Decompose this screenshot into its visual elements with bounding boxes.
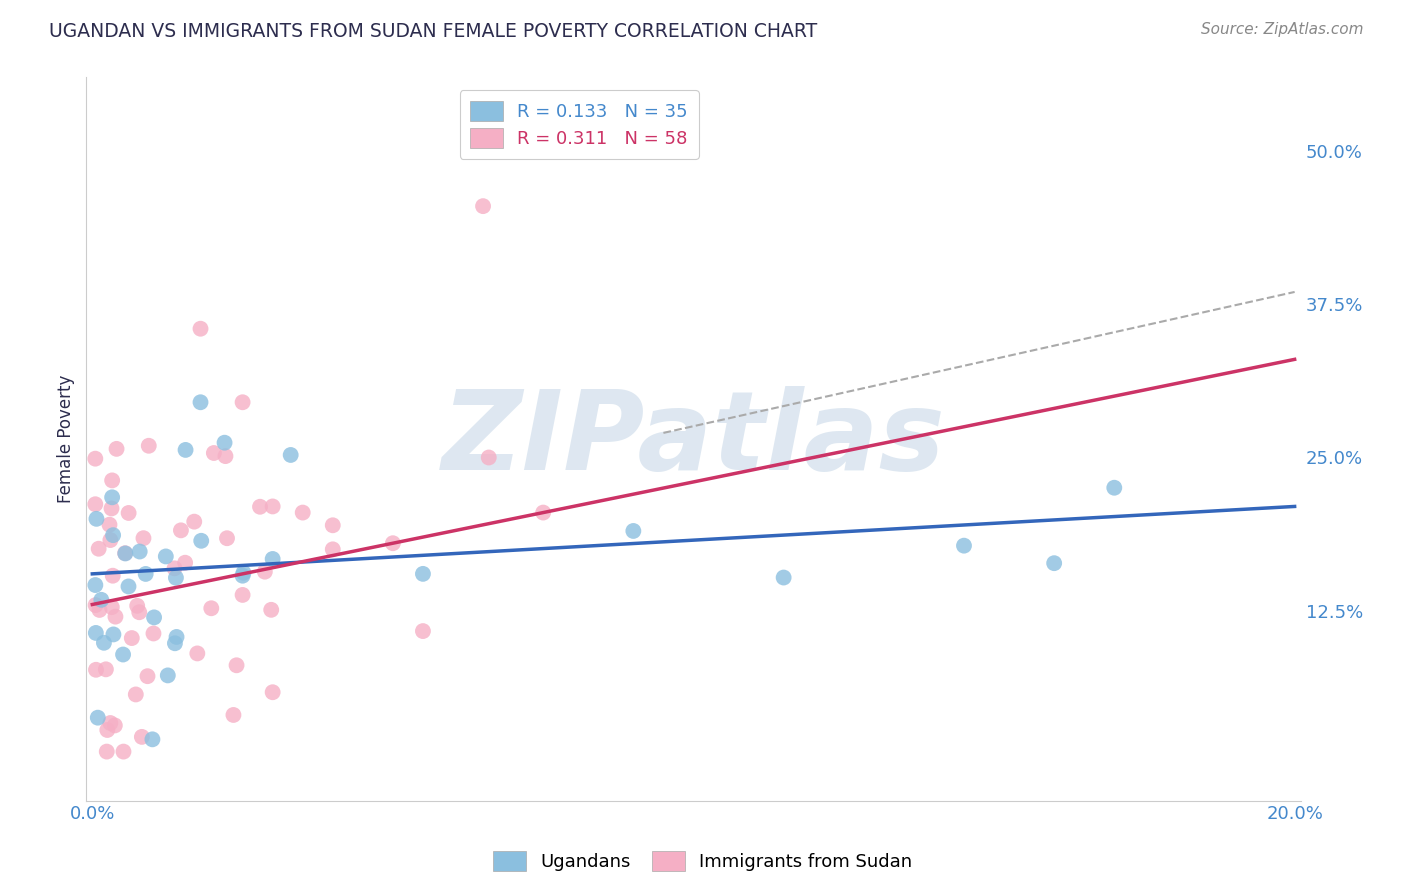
Point [121,631,143,645]
Point [165,571,187,585]
Point [291,506,314,520]
Point [772,570,794,584]
Legend: Ugandans, Immigrants from Sudan: Ugandans, Immigrants from Sudan [486,844,920,879]
Point [84,598,107,612]
Point [132,531,155,545]
Point [214,435,236,450]
Y-axis label: Female Poverty: Female Poverty [58,375,75,503]
Point [138,439,160,453]
Point [105,442,128,456]
Point [143,610,166,624]
Point [531,506,554,520]
Point [114,546,136,560]
Point [84,497,107,511]
Point [190,395,212,409]
Text: ZIPatlas: ZIPatlas [441,385,945,492]
Point [262,500,284,514]
Point [104,718,127,732]
Point [84,578,107,592]
Point [141,732,163,747]
Point [183,515,205,529]
Point [84,451,107,466]
Point [412,566,434,581]
Point [232,568,254,582]
Point [478,450,501,465]
Point [262,552,284,566]
Point [280,448,302,462]
Text: Source: ZipAtlas.com: Source: ZipAtlas.com [1201,22,1364,37]
Point [166,630,188,644]
Point [128,605,150,619]
Point [89,603,111,617]
Point [225,658,247,673]
Point [100,501,122,516]
Point [953,539,976,553]
Point [381,536,404,550]
Point [214,449,236,463]
Point [87,541,110,556]
Point [125,688,148,702]
Point [87,711,110,725]
Point [127,599,149,613]
Point [170,524,193,538]
Point [101,600,124,615]
Point [94,662,117,676]
Point [1043,556,1066,570]
Point [174,556,197,570]
Point [90,592,112,607]
Point [322,518,344,533]
Point [249,500,271,514]
Point [222,708,245,723]
Point [163,636,186,650]
Point [104,609,127,624]
Point [84,663,107,677]
Point [112,745,135,759]
Point [84,626,107,640]
Point [232,566,254,580]
Point [190,533,212,548]
Point [472,199,495,213]
Point [128,544,150,558]
Point [101,474,124,488]
Point [117,579,139,593]
Point [101,568,124,582]
Point [232,395,254,409]
Text: UGANDAN VS IMMIGRANTS FROM SUDAN FEMALE POVERTY CORRELATION CHART: UGANDAN VS IMMIGRANTS FROM SUDAN FEMALE … [49,22,817,41]
Point [215,531,238,545]
Point [163,561,186,575]
Point [101,528,124,542]
Point [98,716,121,731]
Point [200,601,222,615]
Point [114,546,136,560]
Point [136,669,159,683]
Point [86,512,108,526]
Point [96,745,118,759]
Point [232,588,254,602]
Point [190,322,212,336]
Point [174,442,197,457]
Point [186,647,208,661]
Point [1104,481,1126,495]
Point [100,533,122,547]
Legend: R = 0.133   N = 35, R = 0.311   N = 58: R = 0.133 N = 35, R = 0.311 N = 58 [460,90,699,159]
Point [262,685,284,699]
Point [103,627,125,641]
Point [142,626,165,640]
Point [98,517,121,532]
Point [112,648,135,662]
Point [412,624,434,638]
Point [253,565,276,579]
Point [117,506,139,520]
Point [260,603,283,617]
Point [155,549,177,564]
Point [96,723,118,737]
Point [322,542,344,557]
Point [135,566,157,581]
Point [621,524,644,538]
Point [131,730,153,744]
Point [156,668,179,682]
Point [202,446,225,460]
Point [93,636,115,650]
Point [101,491,124,505]
